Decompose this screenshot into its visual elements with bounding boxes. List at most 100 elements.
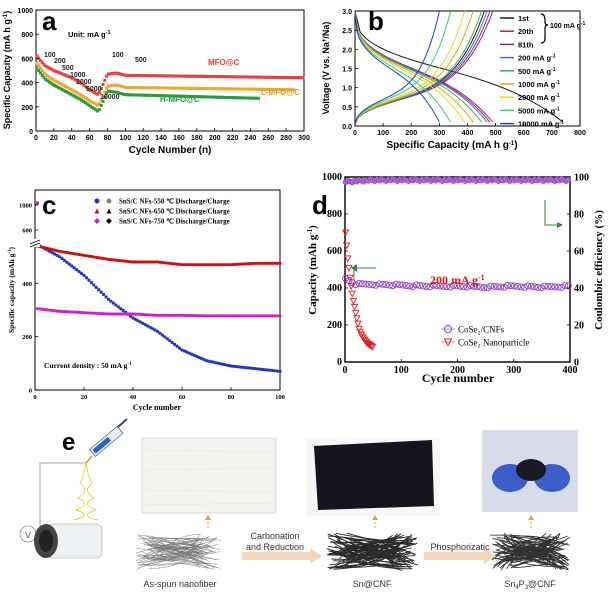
data-point [240, 75, 244, 79]
data-point [260, 75, 264, 79]
y-right-tick-label: 80 [574, 210, 584, 221]
data-point [409, 283, 417, 290]
legend-label: 1st [518, 14, 529, 23]
data-point [429, 281, 437, 289]
data-point [51, 68, 55, 72]
data-point [48, 247, 52, 251]
data-point [167, 94, 171, 98]
data-point [520, 283, 528, 291]
data-point [55, 249, 59, 253]
data-point [121, 85, 125, 89]
data-point [96, 103, 100, 107]
data-point [149, 86, 153, 90]
fiber-strand [157, 537, 214, 542]
data-point [165, 313, 169, 317]
data-point [493, 283, 501, 291]
data-point [140, 86, 144, 90]
y-right-tick-label: 20 [574, 321, 584, 332]
data-point [80, 93, 84, 97]
data-point [197, 355, 201, 360]
data-point [108, 89, 112, 93]
data-point [226, 87, 230, 91]
data-point [155, 260, 160, 264]
data-point [153, 93, 157, 97]
data-point [60, 72, 64, 76]
data-point [92, 107, 96, 111]
data-point [177, 346, 182, 350]
data-point [262, 75, 266, 79]
data-point [196, 86, 200, 90]
fiber-strand [507, 536, 560, 549]
data-point [231, 96, 235, 100]
data-point [97, 256, 101, 260]
data-point [149, 74, 153, 78]
data-point [94, 102, 98, 106]
data-point [60, 256, 64, 261]
data-point [396, 281, 404, 289]
data-point [236, 262, 240, 266]
data-point [500, 283, 508, 291]
data-point [234, 364, 238, 369]
x-tick-label: 300 [298, 135, 310, 142]
x-tick-label: 200 [209, 135, 221, 142]
data-point [171, 86, 175, 90]
data-point [38, 66, 42, 70]
data-point [246, 366, 250, 370]
data-point [80, 98, 84, 102]
data-point [222, 263, 226, 267]
data-point [230, 96, 234, 100]
y-tick-label: 800 [327, 209, 342, 220]
data-point [40, 69, 44, 72]
x-tick-label: 120 [137, 135, 149, 142]
data-point [253, 367, 258, 371]
data-point [365, 281, 373, 288]
data-point [136, 312, 140, 316]
data-point [246, 87, 250, 91]
data-point [79, 271, 84, 276]
data-point [268, 261, 272, 265]
fiber-strand [510, 535, 568, 561]
legend-label: 10000 mA g-1 [518, 120, 564, 129]
data-point [87, 98, 91, 102]
data-point [402, 282, 410, 290]
data-point [97, 311, 101, 316]
data-point [172, 94, 176, 98]
series-label-mfo: MFO@C [208, 58, 240, 67]
data-point [115, 71, 119, 75]
data-point [229, 263, 233, 267]
data-point [90, 105, 94, 109]
data-point [141, 312, 145, 317]
data-point [172, 74, 176, 78]
data-point [280, 88, 284, 92]
data-point [135, 93, 139, 97]
data-point [57, 249, 62, 253]
data-point [217, 314, 221, 318]
data-point [170, 313, 174, 317]
x-tick-label: 0 [353, 130, 357, 137]
data-point [71, 93, 75, 97]
data-point [76, 96, 80, 100]
data-point [94, 255, 98, 259]
data-point [170, 262, 174, 266]
data-point [237, 75, 241, 79]
panel-c-legend: SnS/C NFs-550 ℃ Discharge/Charge SnS/C NF… [94, 198, 230, 226]
legend-label: 5000 mA g-1 [518, 106, 560, 115]
data-point [269, 87, 273, 91]
x-tick-label: 60 [179, 394, 186, 401]
data-point [180, 94, 184, 98]
data-point [50, 247, 54, 252]
data-point [124, 73, 128, 77]
data-point [256, 261, 260, 265]
data-point [236, 365, 240, 369]
data-point [487, 282, 495, 290]
data-point [165, 86, 169, 90]
data-point [60, 83, 64, 87]
panel-c-letter: c [42, 190, 56, 220]
data-point [158, 86, 162, 90]
data-point [106, 297, 111, 301]
x-tick-label: 600 [518, 130, 530, 137]
discharge-curve [354, 10, 482, 123]
data-point [195, 263, 199, 267]
legend-label: CoSe₂/CNFs [458, 325, 505, 335]
discharge-curve [354, 10, 564, 123]
